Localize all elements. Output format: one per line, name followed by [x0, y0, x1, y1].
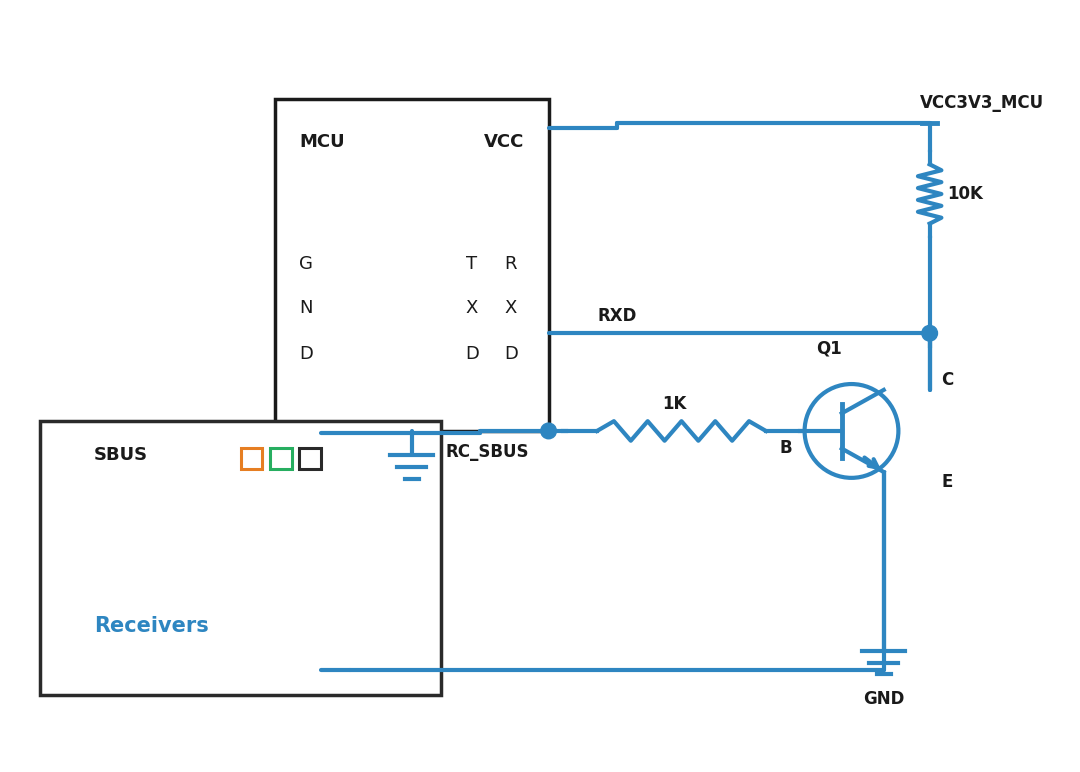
Text: MCU: MCU	[299, 133, 345, 151]
Text: G: G	[299, 255, 313, 273]
Bar	[299, 448, 321, 469]
Bar	[270, 448, 292, 469]
Text: SBUS: SBUS	[94, 445, 148, 464]
Text: B: B	[780, 438, 792, 457]
Text: D: D	[299, 345, 313, 363]
Bar	[275, 99, 549, 431]
Text: 10K: 10K	[947, 185, 983, 203]
Text: RXD: RXD	[597, 307, 637, 326]
Text: D: D	[465, 345, 480, 363]
Text: E: E	[942, 472, 953, 491]
Circle shape	[922, 326, 937, 341]
Bar	[241, 448, 262, 469]
Text: Q1: Q1	[816, 340, 841, 357]
Text: T: T	[465, 255, 476, 273]
Text: D: D	[504, 345, 518, 363]
Text: R: R	[504, 255, 517, 273]
Bar	[40, 422, 441, 695]
Text: Receivers: Receivers	[94, 616, 208, 636]
Text: GND: GND	[863, 690, 904, 708]
Text: 1K: 1K	[662, 395, 686, 413]
Circle shape	[541, 423, 556, 438]
Text: VCC: VCC	[484, 133, 524, 151]
Text: X: X	[504, 299, 517, 317]
Text: C: C	[942, 371, 954, 389]
Text: RC_SBUS: RC_SBUS	[446, 442, 529, 461]
Text: VCC3V3_MCU: VCC3V3_MCU	[920, 94, 1044, 112]
Text: X: X	[465, 299, 478, 317]
Text: N: N	[299, 299, 313, 317]
